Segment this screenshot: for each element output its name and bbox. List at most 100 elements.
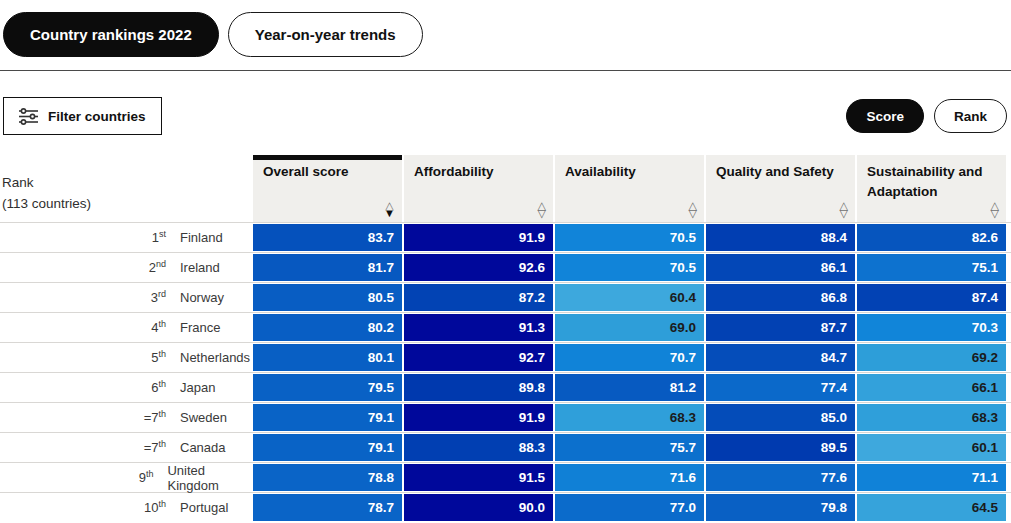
country-name: Norway (180, 290, 224, 305)
controls-row: Filter countries Score Rank (0, 97, 1011, 135)
rank-country-cell: 6th Japan (0, 373, 253, 402)
rank-country-cell: =7th Canada (0, 433, 253, 462)
tab-country-rankings-2022[interactable]: Country rankings 2022 (3, 12, 219, 57)
table-row-canada: =7thCanada79.188.375.789.560.1 (0, 432, 1011, 462)
rank-ordinal: 1st (0, 229, 166, 245)
score-cell-affordability: 91.5 (404, 464, 553, 491)
score-cell-availability: 60.4 (555, 284, 704, 311)
table-header: Rank (113 countries) Overall score △▼ Affo… (0, 155, 1011, 222)
score-cell-availability: 69.0 (555, 314, 704, 341)
score-cell-quality-and-safety: 85.0 (706, 404, 855, 431)
score-cell-affordability: 89.8 (404, 374, 553, 401)
rank-country-cell: 2nd Ireland (0, 253, 253, 282)
score-cell-availability: 70.7 (555, 344, 704, 371)
score-cell-sustainability-and-adaptation: 75.1 (857, 254, 1006, 281)
column-header-quality-and-safety[interactable]: Quality and Safety △▽ (706, 155, 855, 222)
rank-ordinal: 6th (0, 379, 166, 395)
sliders-icon (19, 108, 38, 125)
sort-arrows-icon: △▽ (840, 201, 848, 217)
rank-ordinal: =7th (0, 409, 166, 425)
country-name: Finland (180, 230, 223, 245)
score-cell-sustainability-and-adaptation: 71.1 (857, 464, 1006, 491)
rank-country-cell: 3rd Norway (0, 283, 253, 312)
score-cell-overall-score: 80.2 (253, 314, 402, 341)
column-label: Affordability (414, 164, 494, 179)
score-cell-availability: 68.3 (555, 404, 704, 431)
column-header-affordability[interactable]: Affordability△▽ (404, 155, 553, 222)
score-cell-overall-score: 80.1 (253, 344, 402, 371)
rank-ordinal: 3rd (0, 289, 166, 305)
score-cell-overall-score: 80.5 (253, 284, 402, 311)
score-cell-quality-and-safety: 86.1 (706, 254, 855, 281)
rank-ordinal: 9th (0, 469, 153, 485)
score-cell-availability: 75.7 (555, 434, 704, 461)
filter-countries-button[interactable]: Filter countries (3, 97, 162, 135)
rank-ordinal: 4th (0, 319, 166, 335)
score-cell-sustainability-and-adaptation: 68.3 (857, 404, 1006, 431)
score-cell-quality-and-safety: 89.5 (706, 434, 855, 461)
table-row-portugal: 10thPortugal78.790.077.079.864.5 (0, 492, 1011, 522)
table-row-norway: 3rdNorway80.587.260.486.887.4 (0, 282, 1011, 312)
rank-ordinal: 10th (0, 499, 166, 515)
score-cell-quality-and-safety: 77.4 (706, 374, 855, 401)
score-cell-availability: 71.6 (555, 464, 704, 491)
column-label: Quality and Safety (716, 164, 834, 179)
view-tabs: Country rankings 2022Year-on-year trends (0, 0, 1011, 71)
score-cell-overall-score: 79.1 (253, 404, 402, 431)
score-cell-availability: 77.0 (555, 494, 704, 521)
score-cell-quality-and-safety: 84.7 (706, 344, 855, 371)
score-cell-overall-score: 79.5 (253, 374, 402, 401)
rank-country-cell: =7thSweden (0, 403, 253, 432)
country-name: Japan (180, 380, 215, 395)
rank-country-cell: 5thNetherlands (0, 343, 253, 372)
rankings-table: Rank (113 countries) Overall score △▼ Affo… (0, 155, 1011, 522)
score-cell-sustainability-and-adaptation: 64.5 (857, 494, 1006, 521)
gfsi-rankings-page: Country rankings 2022Year-on-year trends… (0, 0, 1011, 522)
rank-country-cell: 4th France (0, 313, 253, 342)
score-cell-affordability: 91.9 (404, 404, 553, 431)
table-row-sweden: =7thSweden79.191.968.385.068.3 (0, 402, 1011, 432)
score-cell-overall-score: 78.8 (253, 464, 402, 491)
score-cell-affordability: 87.2 (404, 284, 553, 311)
country-name: Netherlands (180, 350, 250, 365)
rank-country-cell: 1st Finland (0, 223, 253, 252)
score-cell-affordability: 91.9 (404, 224, 553, 251)
score-rank-toggle: Score Rank (846, 99, 1007, 133)
country-name: Canada (180, 440, 226, 455)
score-cell-availability: 70.5 (555, 224, 704, 251)
score-cell-quality-and-safety: 87.7 (706, 314, 855, 341)
score-cell-affordability: 91.3 (404, 314, 553, 341)
tab-year-on-year-trends[interactable]: Year-on-year trends (228, 12, 423, 57)
column-header-overall-score[interactable]: Overall score △▼ (253, 155, 402, 222)
table-row-ireland: 2ndIreland81.792.670.586.175.1 (0, 252, 1011, 282)
score-cell-sustainability-and-adaptation: 69.2 (857, 344, 1006, 371)
country-name: United Kingdom (167, 463, 253, 493)
column-header-availability[interactable]: Availability△▽ (555, 155, 704, 222)
rank-ordinal: 2nd (0, 259, 166, 275)
score-cell-quality-and-safety: 86.8 (706, 284, 855, 311)
score-cell-overall-score: 78.7 (253, 494, 402, 521)
sort-arrows-icon: △▽ (689, 201, 697, 217)
score-cell-overall-score: 79.1 (253, 434, 402, 461)
rank-country-cell: 9th United Kingdom (0, 463, 253, 492)
table-body: 1stFinland83.791.970.588.482.62ndIreland… (0, 222, 1011, 522)
toggle-rank[interactable]: Rank (934, 99, 1007, 133)
filter-countries-label: Filter countries (48, 109, 146, 124)
table-row-netherlands: 5thNetherlands80.192.770.784.769.2 (0, 342, 1011, 372)
toggle-score[interactable]: Score (846, 99, 924, 133)
rank-header-line2: (113 countries) (2, 193, 253, 215)
column-label: Overall score (263, 164, 349, 179)
score-cell-availability: 70.5 (555, 254, 704, 281)
table-row-france: 4th France 80.291.369.087.770.3 (0, 312, 1011, 342)
score-cell-sustainability-and-adaptation: 70.3 (857, 314, 1006, 341)
country-name: France (180, 320, 220, 335)
table-row-finland: 1stFinland83.791.970.588.482.6 (0, 222, 1011, 252)
score-cell-overall-score: 83.7 (253, 224, 402, 251)
score-cell-sustainability-and-adaptation: 66.1 (857, 374, 1006, 401)
country-name: Ireland (180, 260, 220, 275)
rank-column-header: Rank (113 countries) (0, 155, 253, 222)
score-cell-sustainability-and-adaptation: 60.1 (857, 434, 1006, 461)
column-header-sustainability-and-adaptation[interactable]: Sustainability and Adaptation△▽ (857, 155, 1006, 222)
sort-arrows-icon: △▼ (384, 201, 395, 217)
rank-ordinal: =7th (0, 439, 166, 455)
